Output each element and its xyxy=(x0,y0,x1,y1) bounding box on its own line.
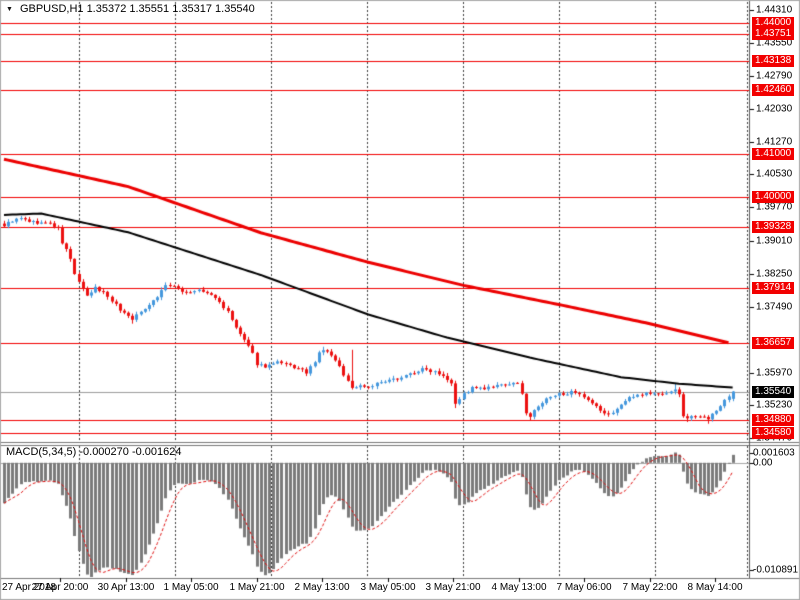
price-level-badge: 1.34580 xyxy=(752,427,795,440)
price-level-badge: 1.36657 xyxy=(752,336,795,349)
price-level-badge: 1.41000 xyxy=(752,147,795,160)
price-axis-label: 1.39010 xyxy=(756,235,793,247)
price-axis-label: 1.42030 xyxy=(756,103,793,115)
price-axis-label: 1.42790 xyxy=(756,70,793,82)
symbol-dropdown-icon[interactable]: ▼ xyxy=(6,6,13,13)
price-level-badge: 1.39328 xyxy=(752,220,795,233)
price-axis[interactable]: 1.44310 1.43550 1.42790 1.42030 1.41270 1.405… xyxy=(0,0,800,442)
price-axis-label: 1.39770 xyxy=(756,201,793,213)
price-level-badge: 1.40000 xyxy=(752,191,795,204)
price-level-badge: 1.37914 xyxy=(752,282,795,295)
price-axis-label: 1.40530 xyxy=(756,168,793,180)
price-axis-label: 1.35230 xyxy=(756,399,793,411)
price-level-badge: 1.42460 xyxy=(752,84,795,97)
price-level-badge: 1.43138 xyxy=(752,54,795,67)
price-level-badge: 1.43751 xyxy=(752,28,795,41)
price-axis-label: 1.44310 xyxy=(756,4,793,16)
macd-indicator-label: MACD(5,34,5) -0.000270 -0.001624 xyxy=(6,446,182,458)
price-level-badge: 1.44000 xyxy=(752,17,795,30)
price-axis-label: 1.43550 xyxy=(756,37,793,49)
current-price-badge: 1.35540 xyxy=(752,385,795,398)
chart-title: GBPUSD,H1 1.35372 1.35551 1.35317 1.3554… xyxy=(19,3,255,15)
price-axis-label: 1.37490 xyxy=(756,301,793,313)
price-level-badge: 1.34880 xyxy=(752,414,795,427)
price-axis-label: 1.35970 xyxy=(756,367,793,379)
price-axis-label: 1.38250 xyxy=(756,268,793,280)
price-axis-label: 1.41270 xyxy=(756,136,793,148)
chart-title-bar: ▼ GBPUSD,H1 1.35372 1.35551 1.35317 1.355… xyxy=(6,3,255,15)
